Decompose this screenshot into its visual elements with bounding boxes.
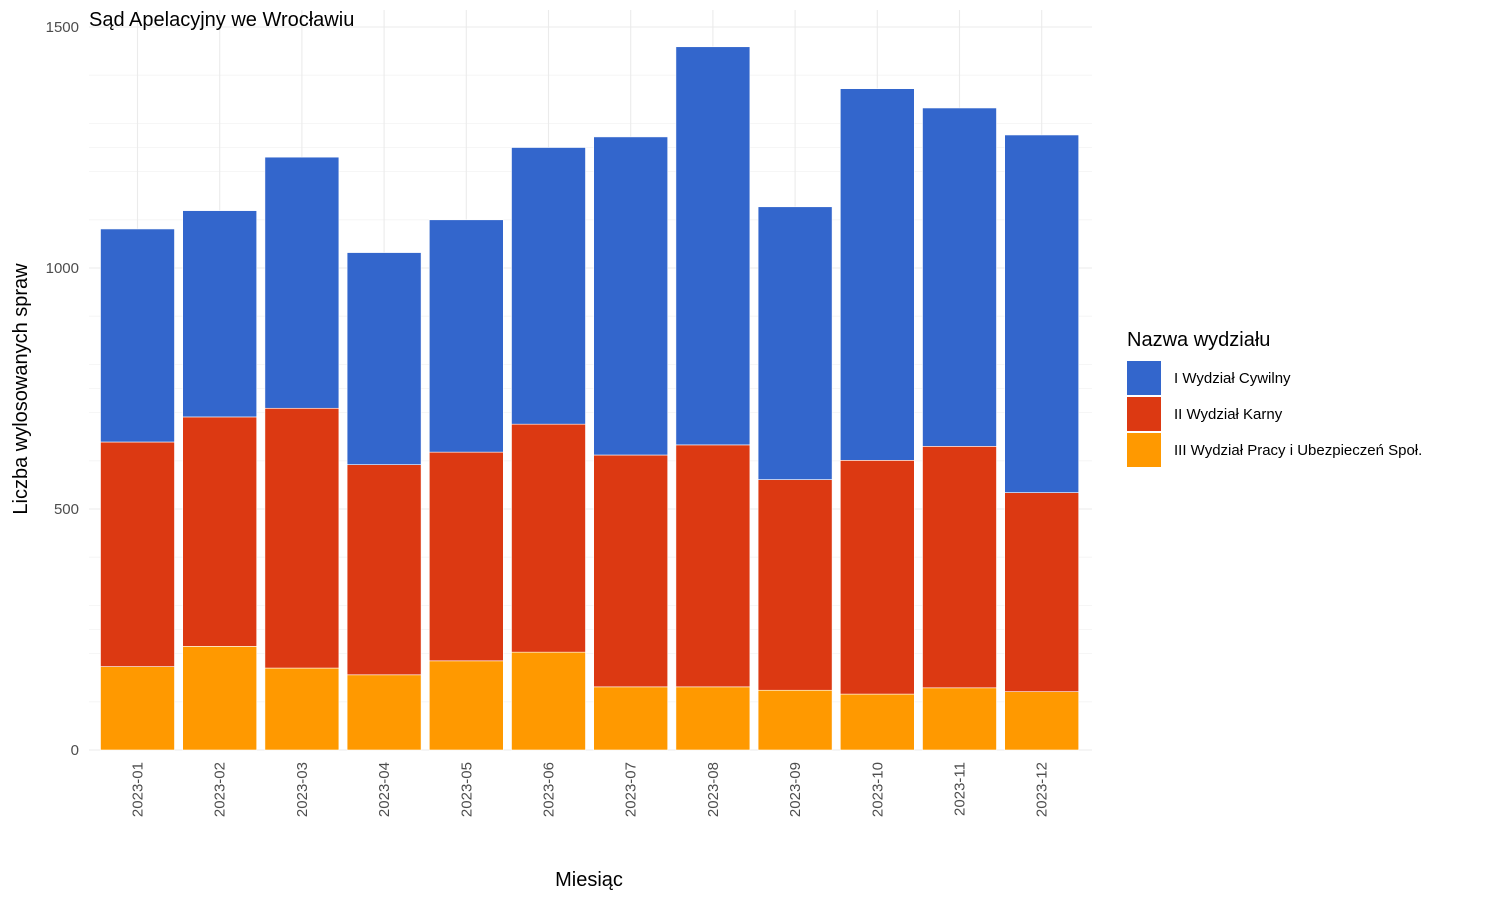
- y-axis-title: Liczba wylosowanych spraw: [10, 263, 32, 515]
- bar-segment-2023-04-s2: [346, 252, 422, 465]
- bar-segment-2023-09-s1: [757, 479, 833, 691]
- x-axis-ticks: 2023-01 2023-02 2023-03 2023-04 2023-05 2023-…: [130, 762, 1051, 817]
- y-tick-label: 0: [71, 742, 79, 759]
- bar-segment-2023-03-s0: [264, 667, 340, 751]
- bar-segment-2023-10-s2: [839, 88, 915, 461]
- y-tick-label: 500: [54, 501, 79, 518]
- bar-segment-2023-01-s2: [100, 228, 175, 443]
- x-tick-label: 2023-12: [1034, 762, 1051, 817]
- bar-segment-2023-09-s0: [757, 689, 833, 751]
- x-tick-label: 2023-11: [952, 762, 969, 816]
- bar-segment-2023-06-s2: [511, 147, 586, 425]
- y-tick-label: 1500: [46, 19, 79, 36]
- bars: [100, 46, 1080, 751]
- bar-segment-2023-01-s0: [100, 666, 175, 751]
- x-axis-title: Miesiąc: [555, 869, 623, 891]
- x-tick-label: 2023-01: [130, 762, 147, 817]
- x-tick-label: 2023-08: [705, 762, 722, 817]
- y-axis-ticks: 0 500 1000 1500: [46, 19, 79, 759]
- bar-segment-2023-10-s0: [839, 693, 915, 751]
- x-tick-label: 2023-03: [294, 762, 311, 817]
- bar-segment-2023-02-s1: [182, 416, 257, 647]
- bar-segment-2023-11-s2: [922, 107, 997, 447]
- bar-segment-2023-11-s1: [922, 446, 997, 689]
- bar-segment-2023-10-s1: [839, 460, 915, 695]
- bar-segment-2023-05-s0: [428, 660, 504, 751]
- bar-segment-2023-05-s1: [428, 451, 504, 662]
- bar-segment-2023-09-s2: [757, 206, 833, 480]
- bar-segment-2023-06-s0: [511, 651, 586, 751]
- x-tick-label: 2023-04: [376, 762, 393, 817]
- bar-segment-2023-04-s1: [346, 464, 422, 676]
- bar-segment-2023-12-s0: [1004, 691, 1080, 751]
- legend-label: II Wydział Karny: [1174, 406, 1283, 423]
- chart-title: Sąd Apelacyjny we Wrocławiu: [89, 9, 354, 31]
- bar-segment-2023-02-s2: [182, 210, 257, 418]
- bar-segment-2023-08-s2: [675, 46, 751, 446]
- y-tick-label: 1000: [46, 260, 79, 277]
- bar-segment-2023-02-s0: [182, 646, 257, 751]
- x-tick-label: 2023-05: [458, 762, 475, 817]
- bar-segment-2023-07-s0: [593, 686, 669, 751]
- legend-swatch: [1127, 361, 1161, 395]
- legend-label: I Wydział Cywilny: [1174, 370, 1291, 387]
- bar-segment-2023-12-s2: [1004, 134, 1080, 493]
- bar-segment-2023-12-s1: [1004, 492, 1080, 692]
- bar-segment-2023-04-s0: [346, 674, 422, 751]
- bar-segment-2023-01-s1: [100, 441, 175, 667]
- bar-segment-2023-08-s1: [675, 444, 751, 688]
- x-tick-label: 2023-02: [212, 762, 229, 817]
- bar-segment-2023-03-s2: [264, 156, 340, 409]
- legend: Nazwa wydziału I Wydział Cywilny II Wydzi…: [1127, 329, 1422, 467]
- bar-segment-2023-08-s0: [675, 686, 751, 751]
- bar-segment-2023-07-s2: [593, 136, 669, 456]
- bar-segment-2023-06-s1: [511, 423, 586, 653]
- legend-swatch: [1127, 397, 1161, 431]
- x-tick-label: 2023-07: [623, 762, 640, 817]
- legend-swatch: [1127, 433, 1161, 467]
- legend-title: Nazwa wydziału: [1127, 329, 1270, 351]
- bar-segment-2023-07-s1: [593, 454, 669, 688]
- bar-segment-2023-11-s0: [922, 687, 997, 751]
- x-tick-label: 2023-10: [869, 762, 886, 817]
- bar-segment-2023-05-s2: [428, 219, 504, 453]
- x-tick-label: 2023-09: [787, 762, 804, 817]
- bar-segment-2023-03-s1: [264, 407, 340, 669]
- x-tick-label: 2023-06: [541, 762, 558, 817]
- legend-label: III Wydział Pracy i Ubezpieczeń Społ.: [1174, 442, 1422, 459]
